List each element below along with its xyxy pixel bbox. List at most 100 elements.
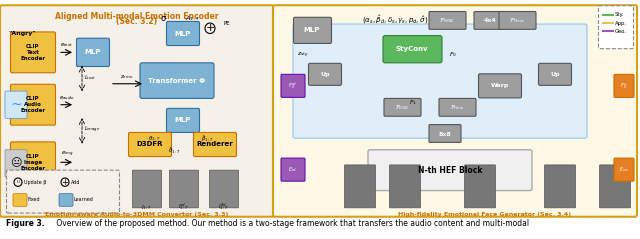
FancyBboxPatch shape: [10, 142, 56, 183]
Text: $F_0^s$: $F_0^s$: [620, 81, 628, 91]
FancyBboxPatch shape: [0, 5, 274, 217]
FancyBboxPatch shape: [439, 98, 476, 116]
Text: U: U: [17, 180, 19, 184]
FancyBboxPatch shape: [465, 165, 495, 208]
FancyBboxPatch shape: [132, 170, 161, 208]
FancyBboxPatch shape: [6, 170, 120, 213]
Text: +: +: [61, 178, 68, 187]
Text: PE: PE: [223, 21, 230, 26]
FancyBboxPatch shape: [77, 38, 109, 66]
Text: Warp: Warp: [491, 83, 509, 88]
Text: $E_{rd}$: $E_{rd}$: [289, 165, 298, 174]
Text: $F_0$: $F_0$: [449, 50, 457, 59]
Text: CLIP
Audio
Encoder: CLIP Audio Encoder: [20, 96, 45, 113]
Text: Overview of the proposed method. Our method is a two-stage framework that transf: Overview of the proposed method. Our met…: [54, 219, 529, 228]
FancyBboxPatch shape: [598, 6, 634, 49]
Text: $F_1$: $F_1$: [409, 98, 417, 107]
FancyBboxPatch shape: [13, 194, 27, 206]
Text: Up: Up: [320, 72, 330, 77]
FancyBboxPatch shape: [5, 91, 27, 118]
Text: D3DFR: D3DFR: [137, 141, 163, 147]
Text: Geo.: Geo.: [615, 29, 627, 34]
FancyBboxPatch shape: [5, 150, 27, 177]
FancyBboxPatch shape: [383, 36, 442, 63]
FancyBboxPatch shape: [273, 5, 637, 217]
Text: 😐: 😐: [10, 158, 22, 168]
FancyBboxPatch shape: [384, 98, 421, 116]
Text: $L_{text}$: $L_{text}$: [84, 73, 97, 82]
Text: $e_{audio}$: $e_{audio}$: [59, 94, 75, 102]
FancyBboxPatch shape: [10, 84, 56, 125]
FancyBboxPatch shape: [209, 170, 239, 208]
FancyBboxPatch shape: [368, 150, 532, 190]
Text: (Sec. 3.2): (Sec. 3.2): [116, 17, 157, 26]
Text: $E_{xrc}$: $E_{xrc}$: [619, 165, 629, 174]
Text: Add: Add: [71, 180, 81, 185]
Text: ~: ~: [10, 98, 22, 112]
Text: $z_{emo}$: $z_{emo}$: [120, 73, 134, 81]
Text: App.: App.: [615, 21, 627, 26]
FancyBboxPatch shape: [474, 11, 506, 29]
Text: MLP: MLP: [175, 31, 191, 37]
Text: "Angry": "Angry": [8, 31, 36, 36]
Text: 4x4: 4x4: [484, 18, 497, 23]
Text: Emotion-aware Audio-to-3DMM Convertor (Sec. 3.3): Emotion-aware Audio-to-3DMM Convertor (S…: [45, 212, 228, 217]
Text: Fixed: Fixed: [28, 197, 40, 202]
Text: CLIP
Image
Encoder: CLIP Image Encoder: [20, 154, 45, 171]
FancyBboxPatch shape: [129, 132, 172, 157]
Text: Figure 3.: Figure 3.: [6, 219, 45, 228]
Text: $L_{image}$: $L_{image}$: [84, 125, 100, 135]
Text: MLP: MLP: [85, 49, 101, 55]
Text: $I_{1:T}$: $I_{1:T}$: [141, 203, 153, 212]
Text: $\mathcal{F}_{RGB}$: $\mathcal{F}_{RGB}$: [439, 16, 454, 25]
FancyBboxPatch shape: [193, 132, 237, 157]
FancyBboxPatch shape: [614, 158, 634, 181]
FancyBboxPatch shape: [59, 194, 73, 206]
Text: $(\alpha_s, \hat{\beta}_d, \delta_s, \gamma_s, p_d, \hat{\sigma})$: $(\alpha_s, \hat{\beta}_d, \delta_s, \ga…: [362, 14, 428, 26]
FancyBboxPatch shape: [600, 165, 630, 208]
Text: Sty.: Sty.: [615, 12, 625, 17]
Text: $e_{text}$: $e_{text}$: [60, 41, 74, 49]
FancyBboxPatch shape: [140, 63, 214, 98]
Text: $A_{1:T}$: $A_{1:T}$: [185, 14, 201, 23]
FancyBboxPatch shape: [294, 17, 332, 43]
FancyBboxPatch shape: [293, 24, 587, 138]
Text: Update β: Update β: [24, 180, 46, 185]
Text: $\mathcal{F}_{Flow}$: $\mathcal{F}_{Flow}$: [509, 16, 525, 25]
Text: N-th HEF Block: N-th HEF Block: [418, 166, 483, 175]
FancyBboxPatch shape: [344, 165, 376, 208]
FancyBboxPatch shape: [166, 22, 200, 46]
Text: $θ_{1:T}$: $θ_{1:T}$: [148, 134, 162, 143]
FancyBboxPatch shape: [281, 74, 305, 97]
FancyBboxPatch shape: [614, 74, 634, 97]
Text: $\hat{θ}_{1:T}$: $\hat{θ}_{1:T}$: [168, 146, 182, 156]
FancyBboxPatch shape: [281, 158, 305, 181]
FancyBboxPatch shape: [479, 74, 522, 98]
Text: MLP: MLP: [304, 27, 320, 33]
Text: CLIP
Text
Encoder: CLIP Text Encoder: [20, 44, 45, 61]
Text: Learned: Learned: [74, 197, 94, 202]
FancyBboxPatch shape: [538, 63, 572, 85]
Text: Up: Up: [550, 72, 560, 77]
FancyBboxPatch shape: [545, 165, 575, 208]
Text: $\mathcal{F}_{RGB}$: $\mathcal{F}_{RGB}$: [395, 103, 409, 112]
Text: +: +: [205, 23, 214, 33]
Text: MLP: MLP: [175, 117, 191, 123]
FancyBboxPatch shape: [170, 170, 198, 208]
Text: $e_{img}$: $e_{img}$: [61, 150, 73, 159]
FancyBboxPatch shape: [10, 32, 56, 73]
FancyBboxPatch shape: [499, 11, 536, 29]
Text: High-fidelity Emotional Face Generator (Sec. 3.4): High-fidelity Emotional Face Generator (…: [399, 212, 572, 217]
Text: 8x8: 8x8: [438, 131, 451, 136]
Text: $\mathcal{F}_{Flow}$: $\mathcal{F}_{Flow}$: [450, 103, 464, 112]
FancyBboxPatch shape: [429, 125, 461, 142]
Text: StyConv: StyConv: [396, 46, 428, 52]
Text: σ: σ: [161, 14, 166, 23]
FancyBboxPatch shape: [429, 11, 466, 29]
Text: $I_{1:T}^{rd}$: $I_{1:T}^{rd}$: [179, 201, 189, 212]
FancyBboxPatch shape: [308, 63, 342, 85]
FancyBboxPatch shape: [166, 108, 200, 132]
Text: $F_0^{rd}$: $F_0^{rd}$: [289, 81, 298, 91]
FancyBboxPatch shape: [390, 165, 420, 208]
Text: Renderer: Renderer: [196, 141, 234, 147]
